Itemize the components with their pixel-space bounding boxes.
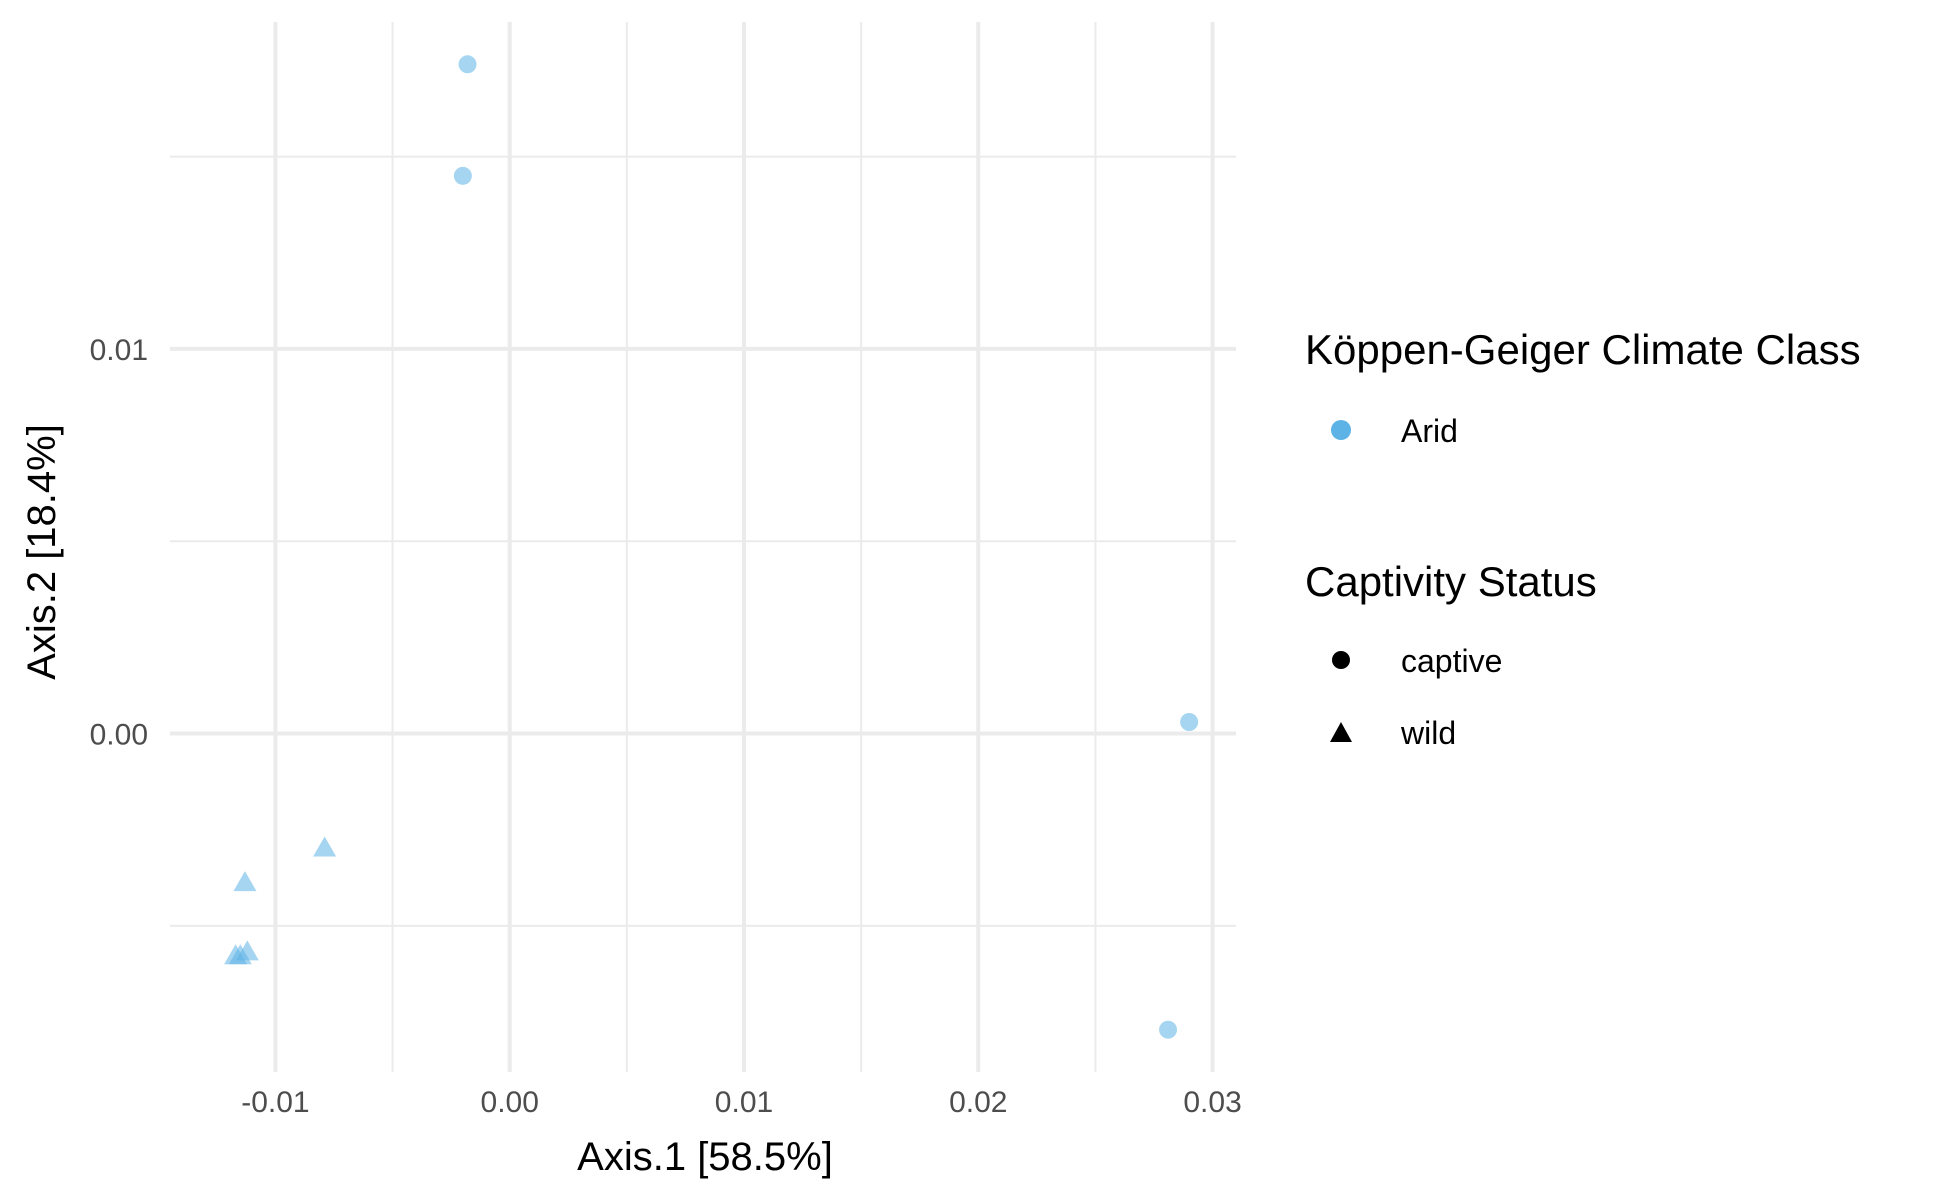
legend-label-arid: Arid [1401, 413, 1458, 449]
x-tick-label-0: -0.01 [241, 1086, 309, 1119]
data-point-wild-5 [233, 871, 257, 892]
y-axis-title: Axis.2 [18.4%] [20, 424, 64, 680]
y-axis-tick-labels: 0.00 0.01 [90, 334, 148, 752]
x-tick-label-4: 0.03 [1183, 1086, 1241, 1119]
data-point-captive-1 [453, 166, 472, 185]
x-axis-tick-labels: -0.01 0.00 0.01 0.02 0.03 [241, 1086, 1242, 1119]
data-point-captive-0 [458, 55, 477, 74]
color-legend-title: Köppen-Geiger Climate Class [1305, 326, 1861, 373]
data-point-wild-8 [224, 944, 248, 965]
legend-key-wild [1330, 722, 1352, 742]
data-point-captive-3 [1159, 1020, 1178, 1039]
shape-legend-title: Captivity Status [1305, 558, 1597, 605]
data-point-wild-4 [313, 836, 337, 857]
minor-gridlines [170, 22, 1236, 1072]
shape-legend: Captivity Status captive wild [1305, 558, 1597, 751]
major-gridlines [170, 22, 1236, 1072]
legend-key-captive [1332, 651, 1350, 669]
legend-label-captive: captive [1401, 643, 1502, 679]
data-points [224, 55, 1199, 1039]
data-point-captive-2 [1180, 713, 1199, 731]
x-tick-label-3: 0.02 [949, 1086, 1007, 1119]
y-tick-label-1: 0.01 [90, 334, 148, 367]
y-tick-label-0: 0.00 [90, 719, 148, 752]
legend-key-arid [1331, 420, 1351, 440]
color-legend: Köppen-Geiger Climate Class Arid [1305, 326, 1861, 449]
x-tick-label-2: 0.01 [715, 1086, 773, 1119]
x-tick-label-1: 0.00 [481, 1086, 539, 1119]
x-axis-title: Axis.1 [58.5%] [577, 1135, 833, 1179]
legend-label-wild: wild [1400, 715, 1456, 751]
